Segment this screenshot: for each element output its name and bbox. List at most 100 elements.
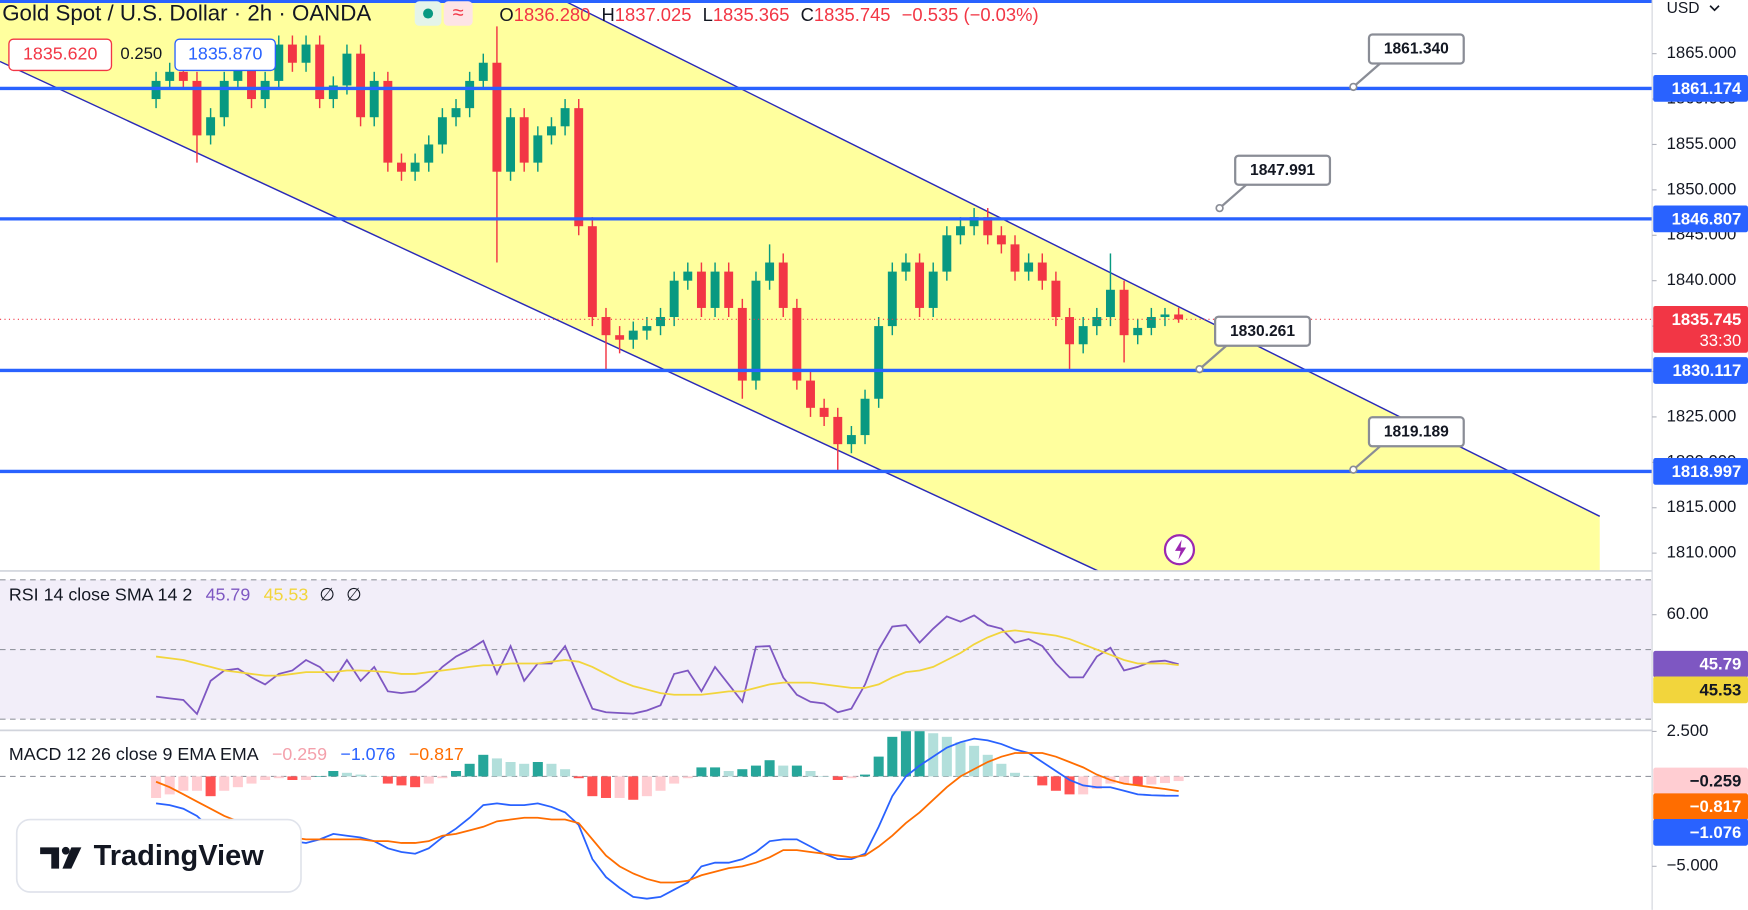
channel-fill xyxy=(0,0,1600,571)
histogram-bar xyxy=(491,758,502,777)
indicator-title: RSI 14 close SMA 14 2 xyxy=(9,584,192,604)
callout-box xyxy=(1367,416,1465,448)
indicator-value: −0.817 xyxy=(409,744,464,764)
histogram-bar xyxy=(519,763,530,777)
histogram-bar xyxy=(723,770,734,777)
candle-body xyxy=(724,271,734,308)
candle-body xyxy=(410,162,420,172)
candle-body xyxy=(819,407,829,417)
candle-body xyxy=(751,280,761,381)
histogram-bar xyxy=(1119,776,1130,784)
sell-button[interactable] xyxy=(8,38,113,72)
histogram-bar xyxy=(805,770,816,777)
histogram-bar xyxy=(887,736,898,777)
histogram-bar xyxy=(1009,772,1021,777)
logo-mark xyxy=(62,847,82,869)
bid-price: 1835.620 xyxy=(23,43,97,63)
candle-body xyxy=(1024,262,1034,272)
histogram-bar xyxy=(478,754,489,777)
y-tick-label: 1865.000 xyxy=(1667,43,1737,62)
candle-body xyxy=(669,280,679,318)
callout-anchor xyxy=(1349,465,1358,474)
histogram-bar xyxy=(778,765,789,777)
histogram-bar xyxy=(451,770,462,777)
price-label: −0.817 xyxy=(1690,797,1742,816)
histogram-bar xyxy=(423,776,434,784)
candle-body xyxy=(560,108,570,127)
buy-button[interactable] xyxy=(174,38,277,72)
callout-pointer xyxy=(1218,183,1248,209)
candle-body xyxy=(383,80,393,163)
histogram-bar xyxy=(532,762,543,777)
candle-body xyxy=(247,62,256,100)
histogram-bar xyxy=(1050,776,1061,791)
histogram-bar xyxy=(1146,776,1157,785)
histogram-bar xyxy=(396,776,407,786)
ohlc-key: C xyxy=(801,4,814,25)
histogram-bar xyxy=(641,776,652,797)
candle-body xyxy=(192,80,202,136)
logo-mark xyxy=(61,846,70,855)
histogram-bar xyxy=(791,765,802,777)
callout-label: 1847.991 xyxy=(1250,162,1315,179)
indicator-legend: MACD 12 26 close 9 EMA EMA −0.259 −1.076 −0… xyxy=(9,744,464,764)
histogram-bar xyxy=(355,774,366,777)
candle-body xyxy=(165,71,175,81)
logo-box[interactable] xyxy=(15,818,302,893)
histogram-bar xyxy=(178,776,189,791)
callout-box xyxy=(1367,33,1465,65)
histogram-bar xyxy=(560,769,571,777)
candle-body xyxy=(233,62,243,81)
candle-body xyxy=(1160,314,1170,318)
histogram-bar xyxy=(600,776,612,798)
histogram-bar xyxy=(1159,776,1171,784)
candle-body xyxy=(478,62,488,81)
histogram-bar xyxy=(382,776,393,784)
histogram-bar xyxy=(914,729,925,777)
histogram-bar xyxy=(232,776,243,788)
price-label: 1818.997 xyxy=(1672,462,1742,481)
histogram-bar xyxy=(260,776,271,780)
histogram-bar xyxy=(928,733,939,777)
candle-body xyxy=(519,117,529,163)
candle-body xyxy=(792,307,802,381)
histogram-bar xyxy=(546,763,557,777)
histogram-bar xyxy=(860,774,871,777)
histogram-bar xyxy=(1037,776,1048,786)
y-tick-label: 2.500 xyxy=(1667,721,1709,740)
histogram-bar xyxy=(205,776,216,797)
histogram-bar xyxy=(328,770,339,777)
candle-body xyxy=(546,126,556,136)
candle-body xyxy=(206,117,216,136)
candle-body xyxy=(628,330,638,340)
logo-mark xyxy=(40,847,60,869)
indicator-extra: ∅ xyxy=(319,584,335,604)
indicator-value: −0.259 xyxy=(272,744,327,764)
candle-body xyxy=(1174,314,1184,320)
candle-body xyxy=(1010,244,1020,272)
currency-label[interactable]: USD xyxy=(1667,0,1700,17)
candle-body xyxy=(1119,289,1129,336)
indicator-value: −1.076 xyxy=(340,744,395,764)
y-tick-label: −5.000 xyxy=(1667,856,1719,875)
candle-body xyxy=(533,135,543,163)
ohlc-value: 1836.280 xyxy=(514,4,591,25)
data-status[interactable] xyxy=(443,1,473,26)
candle-body xyxy=(397,162,406,172)
candle-body xyxy=(506,117,516,172)
ohlc-legend: O1836.280 H1837.025 L1835.365 C1835.745 −0.5… xyxy=(499,4,1038,25)
callout-box xyxy=(1234,154,1332,186)
histogram-bar xyxy=(764,760,775,777)
y-tick-label: 1840.000 xyxy=(1667,270,1737,289)
candle-body xyxy=(915,262,925,308)
ohlc-key: H xyxy=(602,4,615,25)
histogram-bar xyxy=(737,769,748,777)
candle-body xyxy=(492,62,502,172)
symbol-title[interactable]: Gold Spot / U.S. Dollar · 2h · OANDA xyxy=(2,1,371,26)
price-label: 1861.174 xyxy=(1672,79,1742,98)
ohlc-value: 1835.745 xyxy=(814,4,891,25)
price-label: 1846.807 xyxy=(1672,209,1742,228)
